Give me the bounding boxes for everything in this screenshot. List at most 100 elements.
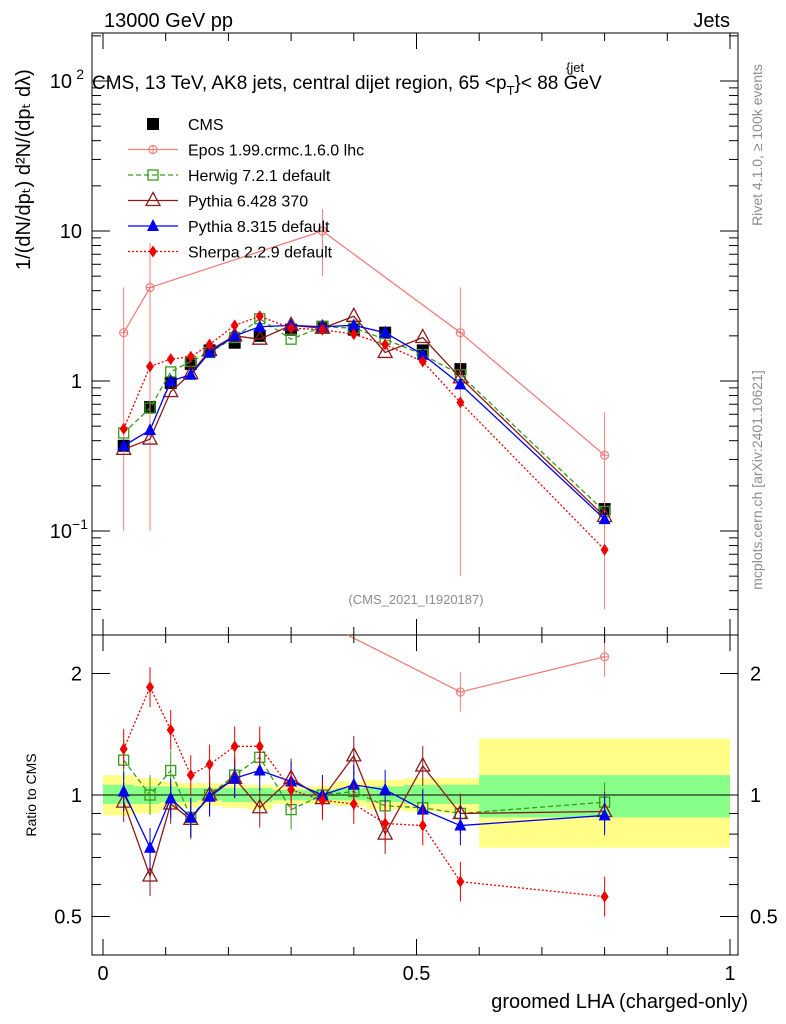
ratio-y-axis-label: Ratio to CMS	[23, 753, 39, 836]
ratio-point	[141, 866, 159, 882]
data-point	[414, 328, 431, 344]
x-tick-label: 1	[724, 963, 735, 985]
data-point	[184, 367, 197, 380]
ratio-point	[381, 817, 390, 830]
legend-label: Pythia 6.428 370	[188, 194, 308, 211]
y-tick-label: 10	[50, 521, 72, 543]
series-cms	[117, 320, 611, 516]
ratio-point	[164, 791, 177, 804]
legend-label: Epos 1.99.crmc.1.6.0 lhc	[188, 143, 364, 160]
ratio-point	[144, 789, 156, 801]
data-point	[381, 338, 390, 351]
ratio-point	[318, 794, 327, 807]
ratio-y-tick-label-right: 1	[750, 785, 761, 807]
series-epos	[119, 209, 610, 610]
ratio-y-tick-label-right: 0.5	[750, 907, 778, 929]
data-point	[144, 423, 157, 436]
ratio-point	[287, 783, 296, 796]
data-point	[418, 355, 427, 368]
data-point	[598, 512, 611, 525]
data-point	[117, 438, 130, 451]
data-point	[228, 328, 241, 341]
ratio-point	[414, 756, 431, 772]
legend: CMS Epos 1.99.crmc.1.6.0 lhc Herwig 7.2.1 …	[128, 117, 364, 262]
legend-marker	[147, 118, 159, 130]
data-point	[164, 374, 177, 386]
main-y-axis-label-text: 1/(dN/dpₜ) d²N/(dpₜ dλ)	[13, 69, 35, 270]
ratio-point	[251, 798, 268, 814]
legend-marker	[147, 169, 159, 181]
legend-label: CMS	[188, 117, 224, 134]
ratio-point	[255, 740, 264, 753]
data-point	[318, 323, 327, 336]
ratio-point	[205, 758, 214, 771]
ratio-point	[165, 764, 177, 777]
ratio-y-tick-label-left: 1	[71, 785, 82, 807]
ratio-point	[184, 810, 197, 823]
title-superscript: {jet	[566, 60, 584, 75]
main-y-axis-label: 1/(dN/dpₜ) d²N/(dpₜ dλ)	[13, 69, 35, 270]
ratio-point	[454, 818, 467, 831]
rivet-label: Rivet 4.1.0, ≥ 100k events	[749, 64, 765, 226]
ratio-y-tick-label-left: 0.5	[54, 907, 82, 929]
ratio-line	[347, 634, 605, 693]
ratio-point	[186, 769, 195, 782]
data-point	[119, 422, 128, 435]
ratio-point	[119, 743, 128, 756]
legend-marker	[147, 219, 159, 231]
ratio-point	[598, 808, 611, 821]
ratio-point	[144, 840, 157, 853]
data-point	[347, 318, 360, 331]
y-tick-label: 1	[71, 371, 82, 393]
series-line	[123, 230, 606, 456]
data-point	[166, 353, 175, 366]
ratio-point	[166, 723, 175, 736]
data-point	[416, 347, 429, 360]
legend-marker	[144, 191, 162, 207]
ratio-line	[123, 685, 605, 898]
cms-band-inner	[103, 784, 135, 804]
ratio-point	[230, 740, 239, 753]
data-point	[287, 322, 296, 335]
ratio-series-epos	[347, 634, 610, 712]
data-point	[285, 333, 297, 345]
series-pythia	[115, 306, 613, 523]
y-tick-exponent: −1	[72, 516, 88, 532]
ratio-point	[203, 789, 216, 802]
y-tick-label: 10	[60, 221, 82, 243]
series-sherpa	[119, 310, 609, 556]
data-point	[205, 338, 214, 351]
ratio-point	[253, 763, 266, 776]
ratio-point	[379, 782, 392, 795]
legend-label: Sherpa 2.2.9 default	[188, 245, 333, 262]
data-point	[379, 325, 392, 338]
x-tick-label: 0.5	[403, 963, 431, 985]
ratio-point	[228, 771, 241, 784]
data-point	[255, 310, 264, 323]
legend-marker	[149, 245, 157, 258]
ratio-point	[418, 819, 427, 832]
y-tick-exponent: 2	[76, 66, 84, 82]
y-tick-label: 10	[50, 71, 72, 93]
x-tick-label: 0	[97, 963, 108, 985]
cms-uncertainty-bands	[103, 738, 730, 848]
series-line	[123, 315, 606, 517]
ratio-series-sherpa	[119, 667, 609, 917]
legend-label: Pythia 8.315 default	[188, 219, 330, 236]
ratio-y-tick-label-right: 2	[750, 664, 761, 686]
mcplots-label: mcplots.cern.ch [arXiv:2401.10621]	[749, 370, 765, 589]
data-point	[141, 429, 159, 445]
ratio-point	[117, 784, 130, 797]
ratio-point	[146, 681, 155, 694]
series-line	[123, 315, 606, 551]
data-point	[144, 402, 156, 414]
data-point	[253, 319, 266, 332]
header-left: 13000 GeV pp	[104, 10, 233, 32]
header-right: Jets	[693, 10, 730, 32]
series-herwig	[118, 313, 611, 518]
ratio-point	[456, 875, 465, 888]
series-line	[123, 317, 606, 512]
chart-title: CMS, 13 TeV, AK8 jets, central dijet reg…	[92, 73, 602, 98]
ratio-point	[345, 746, 362, 762]
